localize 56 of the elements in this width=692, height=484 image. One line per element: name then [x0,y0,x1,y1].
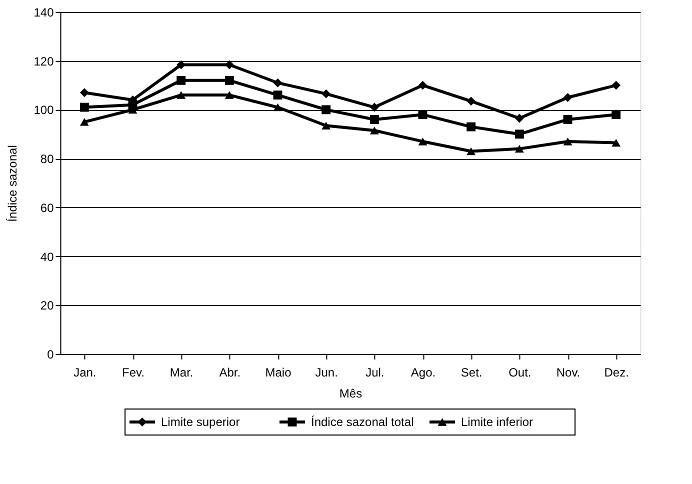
point [612,138,621,147]
point [80,118,89,126]
point [418,80,428,90]
point [612,80,621,90]
x-tick-label: Fev. [122,366,144,380]
y-tick-label: 120 [34,54,54,68]
point [563,93,572,102]
y-tick-label: 80 [40,152,54,166]
point [370,115,379,124]
point [322,105,331,114]
point [418,110,428,120]
point [466,122,476,132]
y-axis-title: Índice sazonal [6,145,20,222]
point [176,76,186,85]
y-tick-label: 0 [47,348,54,362]
y-tick-label: 140 [34,6,54,20]
x-axis-title: Mês [339,386,362,400]
point [418,138,428,146]
point [563,115,572,124]
x-tick-label: Ago. [410,366,436,380]
y-tick-label: 100 [34,103,54,118]
legend-label: Limite inferior [461,415,534,429]
point [322,122,331,130]
x-tick-label: Mar. [170,366,194,380]
y-tick-label: 60 [40,200,54,215]
point [466,147,476,156]
point [514,130,524,139]
point [80,102,89,112]
point [466,96,476,106]
point [273,78,282,88]
x-tick-label: Set. [460,366,482,380]
x-tick-label: Dez. [604,366,629,380]
x-tick-label: Maio [265,366,292,380]
x-tick-label: Jun. [315,366,338,380]
x-tick-label: Nov. [556,366,580,380]
point [370,102,379,112]
x-tick-label: Jul. [366,366,384,380]
point [224,76,234,85]
point [80,88,89,98]
point [612,110,621,120]
y-tick-label: 40 [40,250,54,264]
x-tick-label: Jan. [74,366,96,380]
legend-label: Índice sazonal total [311,415,414,429]
x-tick-label: Out. [508,366,532,380]
x-tick-label: Abr. [219,366,241,380]
point [370,126,379,134]
point [273,103,282,112]
point [514,144,524,153]
legend-label: Limite superior [161,415,240,429]
point [514,114,524,123]
point [322,89,331,98]
point [563,138,572,146]
y-tick-label: 20 [40,298,54,313]
point [176,91,186,99]
point [273,90,282,100]
point [224,91,234,99]
